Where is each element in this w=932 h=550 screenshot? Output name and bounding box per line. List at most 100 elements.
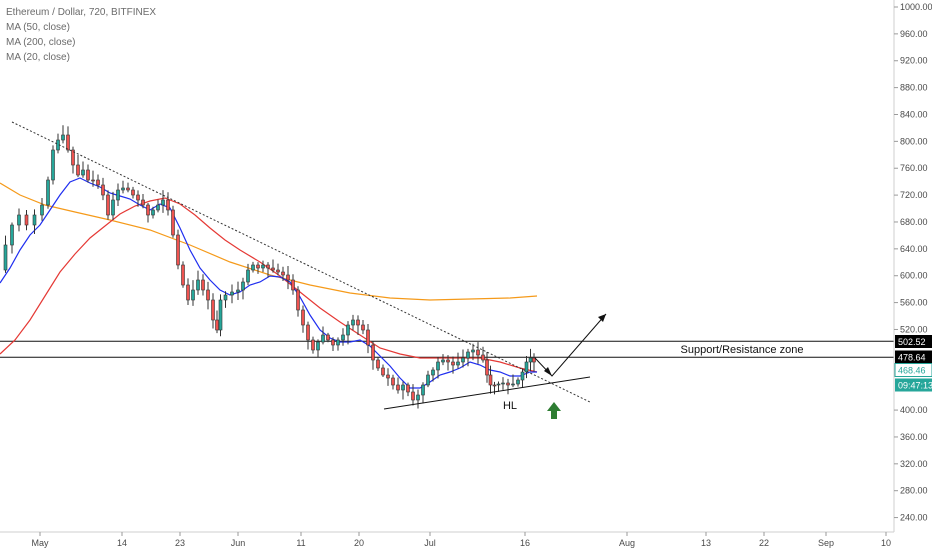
candle-body — [10, 224, 14, 246]
candle-body — [492, 384, 497, 387]
time-tick-label: 10 — [881, 538, 891, 548]
price-tick-label: 880.00 — [900, 83, 928, 93]
candle-body — [171, 209, 175, 236]
price-tick-label: 320.00 — [900, 459, 928, 469]
hl-label: HL — [503, 400, 517, 412]
candle-body — [336, 339, 340, 346]
candle-body — [211, 299, 215, 321]
candle-body — [461, 357, 465, 363]
price-tick-label: 240.00 — [900, 513, 928, 523]
projection-path — [534, 313, 607, 377]
candle-body — [276, 269, 280, 273]
candle-body — [17, 214, 21, 226]
buy-signal-arrow — [547, 402, 561, 419]
candle-body — [101, 184, 105, 196]
indicator-ma200-label[interactable]: MA (200, close) — [6, 37, 76, 48]
candle-body — [520, 371, 525, 381]
candle-body — [506, 382, 510, 386]
price-tick-label: 560.00 — [900, 298, 928, 308]
candle-body — [106, 194, 110, 216]
candle-body — [451, 361, 455, 366]
indicator-ma50-label[interactable]: MA (50, close) — [6, 22, 70, 33]
candle-body — [161, 199, 165, 206]
candle-body — [361, 324, 365, 331]
time-tick-label: Jun — [231, 538, 246, 548]
candle-body — [46, 179, 50, 206]
price-tick-label: 1000.00 — [900, 2, 932, 12]
zone-label: Support/Resistance zone — [681, 344, 804, 356]
projection-arrowhead — [598, 314, 606, 322]
candle-body — [421, 384, 425, 396]
price-tag-label: 468.46 — [898, 366, 926, 376]
price-tick-label: 600.00 — [900, 271, 928, 281]
candle-body — [251, 264, 255, 271]
candle-body — [341, 334, 345, 341]
price-tick-label: 720.00 — [900, 190, 928, 200]
candle-body — [191, 289, 195, 301]
candle-body — [86, 169, 90, 181]
time-tick-label: 23 — [175, 538, 185, 548]
trend-drawings: HL — [11, 121, 607, 419]
candle-body — [306, 324, 310, 341]
ma50-line — [0, 197, 538, 373]
candle-body — [301, 309, 305, 326]
candle-body — [266, 264, 270, 269]
support-resistance-zone: Support/Resistance zone — [0, 340, 894, 358]
ma20-line — [0, 177, 537, 389]
time-tick-label: 13 — [701, 538, 711, 548]
candle-body — [32, 214, 37, 226]
candle-body — [166, 199, 170, 211]
candle-body — [156, 204, 160, 211]
candle-body — [496, 383, 501, 386]
candle-body — [366, 329, 370, 346]
candle-body — [466, 351, 470, 359]
moving-averages — [0, 177, 538, 389]
candle-body — [256, 264, 260, 269]
candle-body — [416, 394, 420, 401]
candle-body — [391, 377, 395, 386]
ma200-line — [0, 182, 538, 301]
candle-body — [501, 382, 505, 385]
candle-body — [218, 299, 223, 331]
price-tick-label: 800.00 — [900, 136, 928, 146]
candle-body — [431, 369, 435, 376]
candle-body — [81, 169, 85, 176]
candle-body — [488, 374, 493, 386]
candle-body — [411, 391, 415, 401]
candle-body — [371, 344, 375, 361]
candle-body — [136, 194, 140, 201]
price-tag-label: 502.52 — [898, 337, 926, 347]
candle-body — [396, 384, 400, 391]
time-tick-label: 11 — [296, 538, 305, 548]
candle-body — [61, 134, 65, 141]
candle-body — [436, 361, 440, 371]
candle-body — [481, 354, 485, 361]
price-tick-label: 760.00 — [900, 163, 928, 173]
candle-body — [271, 267, 275, 271]
candle-body — [485, 359, 489, 376]
candle-body — [476, 349, 480, 356]
candle-body — [376, 359, 380, 369]
candle-body — [441, 359, 445, 363]
price-tick-label: 840.00 — [900, 109, 928, 119]
candle-body — [66, 134, 70, 151]
chart-legend: Ethereum / Dollar, 720, BITFINEX MA (50,… — [6, 5, 156, 65]
candle-body — [121, 187, 125, 191]
candle-body — [201, 279, 205, 291]
candle-body — [446, 359, 450, 363]
candle-body — [111, 199, 115, 216]
candle-body — [230, 291, 234, 296]
time-tick-label: Sep — [818, 538, 834, 548]
candle-body — [401, 384, 405, 391]
candle-body — [24, 214, 29, 226]
candle-body — [351, 319, 355, 326]
candle-body — [281, 271, 285, 276]
candle-body — [241, 281, 245, 291]
candle-body — [326, 334, 330, 341]
indicator-ma20-label[interactable]: MA (20, close) — [6, 52, 70, 63]
candle-body — [151, 209, 155, 216]
candle-body — [291, 279, 295, 291]
candle-body — [346, 324, 350, 336]
time-tick-label: 16 — [520, 538, 530, 548]
